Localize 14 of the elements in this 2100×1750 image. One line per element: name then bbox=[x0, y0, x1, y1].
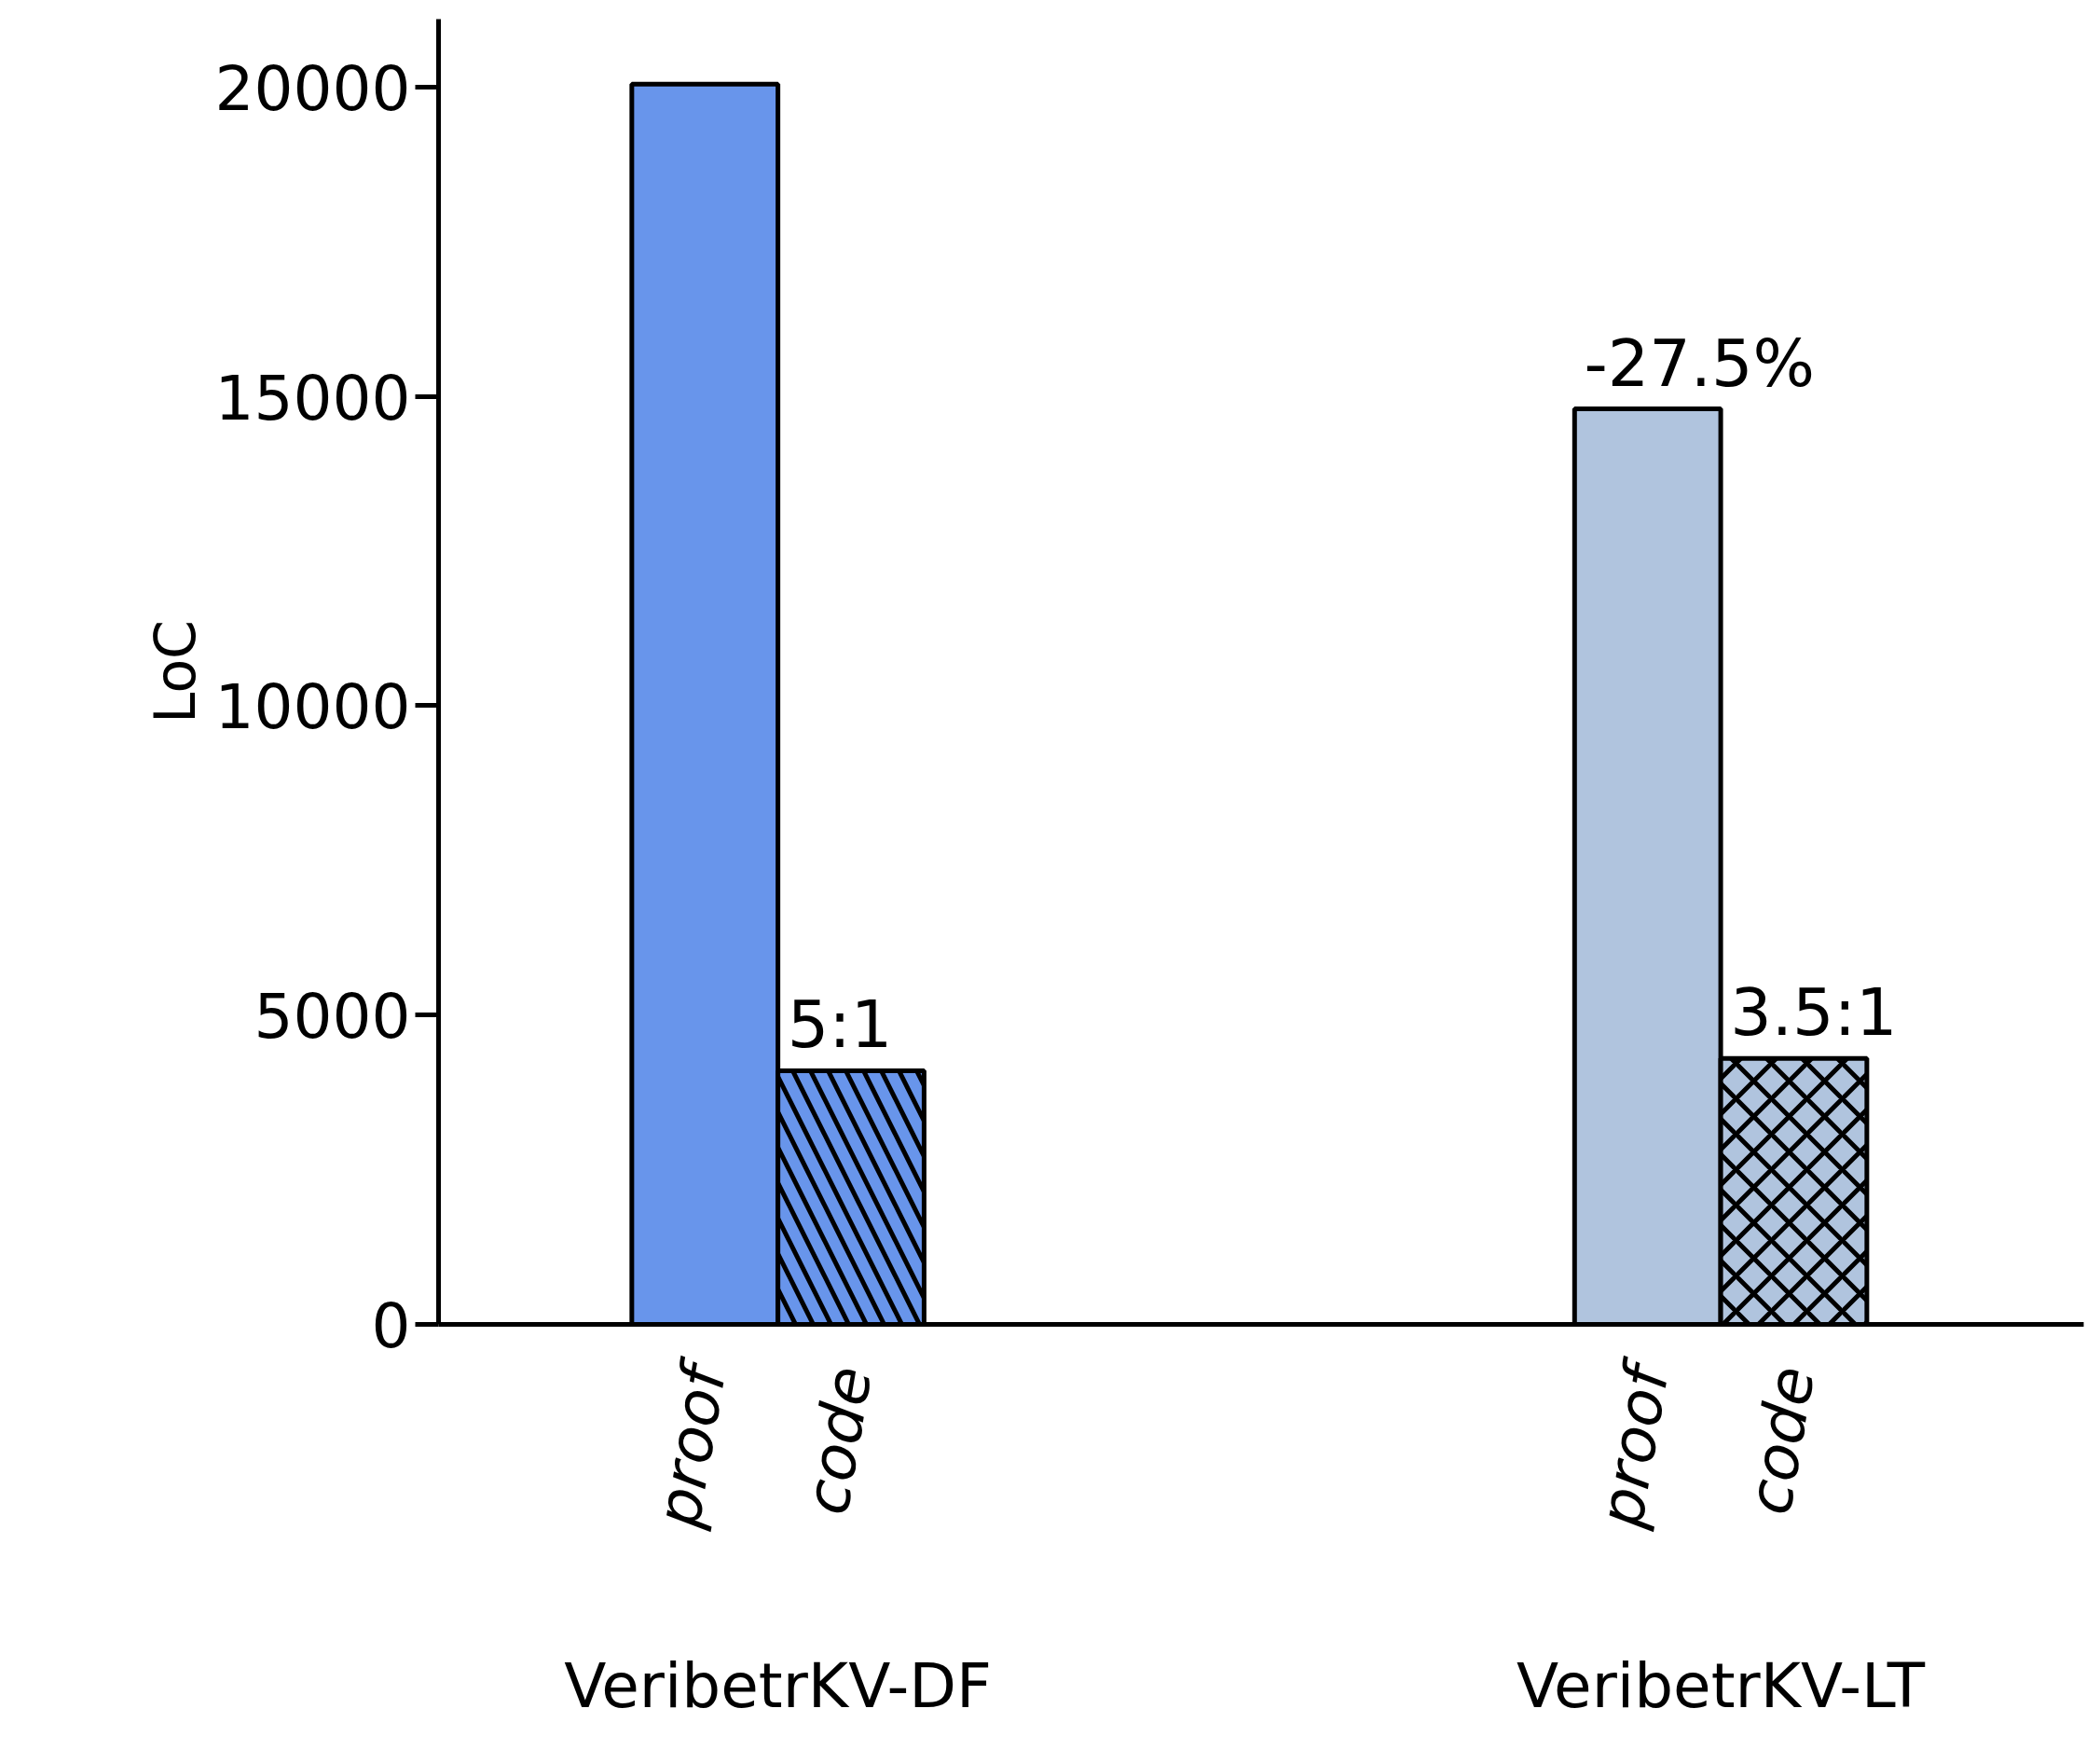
x-tick-label: VeribetrKV-DF bbox=[564, 1649, 993, 1722]
x-tick-label: VeribetrKV-LT bbox=[1517, 1649, 1926, 1722]
y-tick-label: 20000 bbox=[214, 52, 411, 125]
y-tick-label: 10000 bbox=[214, 671, 411, 744]
annotation: 5:1 bbox=[787, 986, 893, 1064]
text: proof bbox=[641, 1353, 742, 1534]
y-tick-label: 5000 bbox=[254, 981, 411, 1054]
text: code bbox=[790, 1360, 886, 1520]
y-axis-title: LoC bbox=[142, 620, 208, 723]
annotation: 3.5:1 bbox=[1730, 974, 1898, 1052]
annotation: -27.5% bbox=[1584, 324, 1816, 402]
text: code bbox=[1733, 1360, 1830, 1520]
y-tick-label: 15000 bbox=[214, 362, 411, 434]
y-tick-label: 0 bbox=[371, 1290, 411, 1362]
